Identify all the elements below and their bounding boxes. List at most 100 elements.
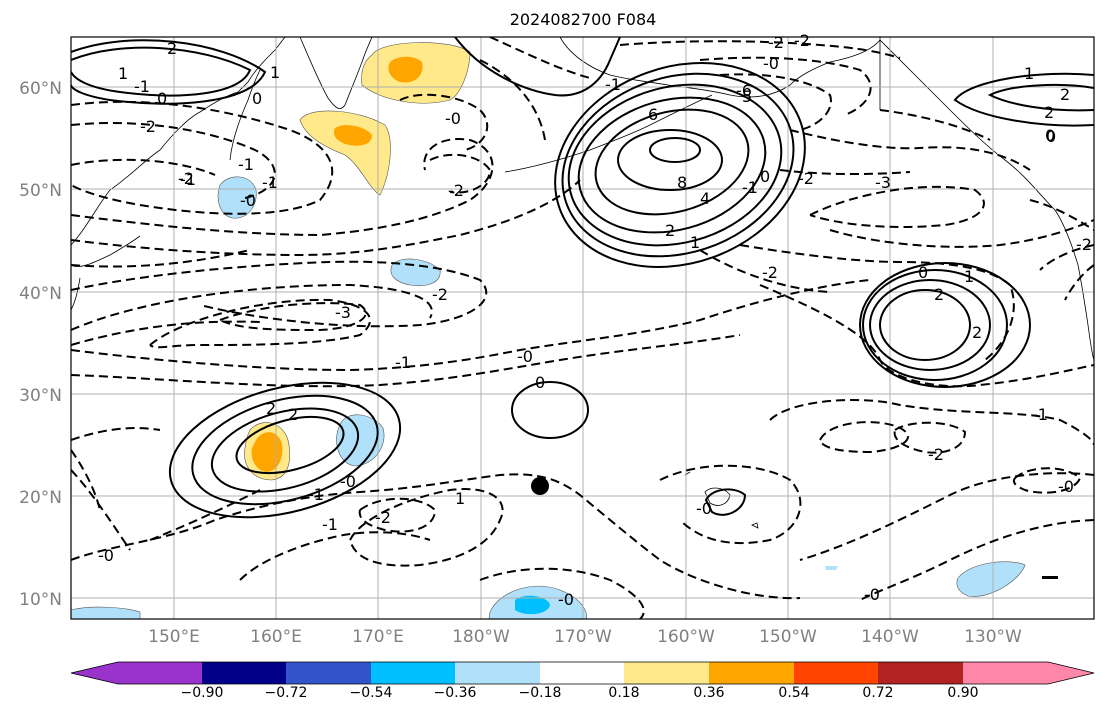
dashed-contour: [358, 497, 437, 533]
latitude-labels: 60°N 50°N 40°N 30°N 20°N 10°N: [19, 79, 62, 610]
coastline-china: [71, 277, 81, 311]
lat-label: 10°N: [19, 590, 62, 610]
solid-contour: [594, 108, 750, 216]
contour-label: -1: [180, 170, 196, 189]
contour-label: -2: [798, 169, 814, 188]
contour-label: -2: [794, 31, 810, 50]
dashed-contour: [71, 283, 433, 331]
colorbar-tick-label: 0.18: [608, 685, 639, 701]
solid-contour: [617, 129, 723, 191]
coastline-japan: [71, 235, 141, 267]
colorbar-segment: [794, 662, 878, 684]
contour-label: 6: [648, 105, 658, 124]
dashed-contour: [71, 279, 871, 372]
dashed-contour: [399, 93, 489, 151]
dashed-contour: [71, 158, 216, 176]
colorbar-tick-label: −0.72: [265, 685, 308, 701]
solid-contour: [210, 407, 360, 493]
solid-contour: [859, 262, 1031, 388]
contour-label: 2: [1060, 85, 1070, 104]
lon-label: 140°W: [861, 627, 919, 647]
dashed-contour: [71, 320, 261, 346]
contour-label: 2: [665, 221, 675, 240]
negative-shade: [956, 561, 1026, 597]
contour-label: -3: [875, 173, 891, 192]
contour-label: 1: [690, 233, 700, 252]
contour-label: -1: [322, 515, 338, 534]
dashed-contour: [859, 519, 1094, 601]
coastline-na-west: [879, 39, 1094, 361]
marker-dash: [1042, 576, 1058, 579]
contour-label: 2: [1044, 103, 1054, 122]
dashed-contour: [71, 249, 251, 268]
contour-labels: 2 1 0 -1 0 -2 -0 -1 1 -1 -0 -2 -2 -3 -1 …: [98, 31, 1092, 609]
contour-label: 0: [1046, 127, 1056, 146]
graticule: [71, 37, 1094, 619]
colorbar-tick-label: −0.18: [519, 685, 562, 701]
dashed-contour: [71, 449, 101, 511]
contour-label: -2: [762, 263, 778, 282]
contour-label: 0: [918, 263, 928, 282]
colorbar-tick-label: −0.36: [434, 685, 477, 701]
dashed-contour: [71, 334, 741, 388]
contour-label: -0: [763, 54, 779, 73]
dashed-contour: [71, 122, 276, 199]
map-title: 2024082700 F084: [509, 10, 657, 29]
colorbar-outline: [70, 661, 1095, 685]
colorbar-segment: [286, 662, 371, 684]
contour-label: 0: [535, 373, 545, 392]
dashed-contour: [71, 469, 131, 551]
contour-label: 5: [742, 87, 752, 106]
contour-label: -0: [340, 472, 356, 491]
dashed-contour: [809, 185, 985, 228]
dashed-contour: [479, 59, 546, 141]
contour-label: -2: [432, 285, 448, 304]
colorbar-segment: [371, 662, 455, 684]
dashed-contour: [893, 421, 967, 454]
dashed-contour: [71, 138, 494, 237]
colorbar-extend-high: [1048, 662, 1094, 684]
solid-contour: [953, 72, 1094, 127]
contour-label: -2: [375, 508, 391, 527]
contour-label: -2: [448, 181, 464, 200]
dashed-contour: [71, 427, 161, 441]
solid-contour: [987, 83, 1094, 112]
dashed-contour: [779, 169, 911, 176]
solid-contour: [704, 488, 747, 516]
solid-contour: [235, 415, 345, 475]
shading-layer: [71, 42, 1026, 619]
solid-contour: [71, 46, 252, 97]
lat-label: 30°N: [19, 386, 62, 406]
colorbar-tick-label: 0.90: [947, 685, 978, 701]
contour-label: -0: [98, 546, 114, 565]
contour-label: 2: [288, 405, 298, 424]
contour-label: -2: [1076, 235, 1092, 254]
coastline-alaska: [559, 37, 881, 98]
contour-label: -0: [445, 109, 461, 128]
solid-contour: [577, 96, 767, 234]
contour-label: -0: [240, 191, 256, 210]
lon-label: 170°E: [352, 627, 404, 647]
colorbar-segment: [878, 662, 963, 684]
lon-label: 160°E: [250, 627, 302, 647]
contour-label: -2: [140, 117, 156, 136]
lon-label: 130°W: [964, 627, 1022, 647]
solid-contour: [168, 381, 402, 519]
lon-label: 180°W: [452, 627, 510, 647]
colorbar: [70, 661, 1095, 685]
contour-label: -1: [605, 75, 621, 94]
dashed-contour: [659, 464, 802, 545]
solid-contour: [561, 72, 795, 258]
colorbar-segment: [624, 662, 709, 684]
colorbar-tick-label: −0.54: [350, 685, 393, 701]
contour-label: 0: [760, 167, 770, 186]
lat-label: 60°N: [19, 79, 62, 99]
lon-label: 170°W: [554, 627, 612, 647]
solid-contour: [567, 83, 783, 247]
contour-label: -1: [262, 173, 278, 192]
coastline-sakhalin: [229, 69, 261, 161]
lat-label: 50°N: [19, 181, 62, 201]
solid-contour: [511, 381, 589, 439]
coastline-aleutians: [504, 94, 713, 173]
